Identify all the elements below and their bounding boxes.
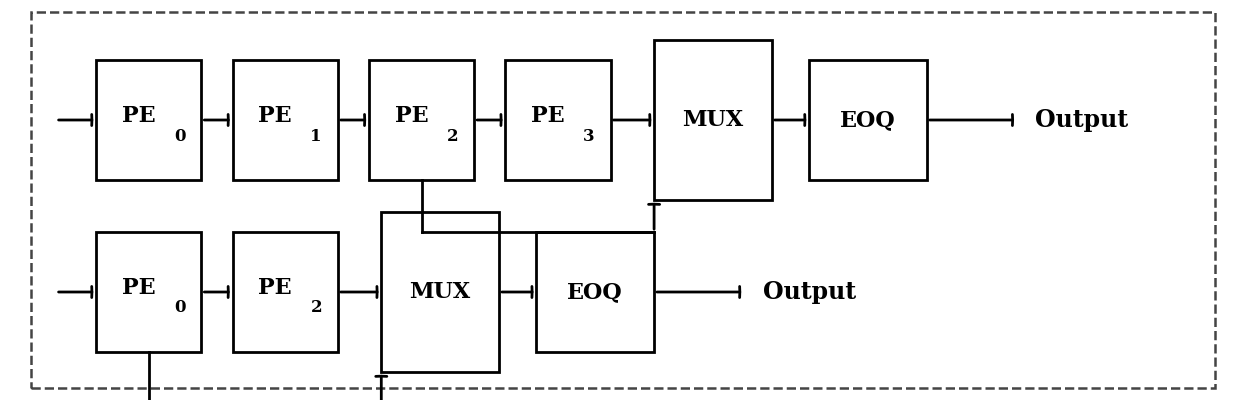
Bar	[233, 60, 337, 180]
Text: PE: PE	[122, 277, 156, 299]
Bar	[233, 232, 337, 352]
Text: 2: 2	[310, 300, 322, 316]
Text: EOQ: EOQ	[568, 281, 622, 303]
Text: Output: Output	[763, 280, 856, 304]
Text: 0: 0	[174, 128, 186, 144]
Bar	[655, 40, 771, 200]
Bar	[370, 60, 475, 180]
Bar	[506, 60, 611, 180]
Text: PE: PE	[394, 105, 429, 127]
Text: 1: 1	[310, 128, 322, 144]
Text: Output: Output	[1035, 108, 1128, 132]
Bar	[95, 232, 201, 352]
Text: EOQ: EOQ	[841, 109, 895, 131]
Text: PE: PE	[122, 105, 156, 127]
Text: PE: PE	[258, 105, 293, 127]
Text: 3: 3	[583, 128, 595, 144]
Bar	[95, 60, 201, 180]
Bar	[808, 60, 926, 180]
Bar	[382, 212, 498, 372]
Text: PE: PE	[531, 105, 565, 127]
Text: 2: 2	[446, 128, 459, 144]
Text: MUX: MUX	[409, 281, 471, 303]
Text: 0: 0	[174, 300, 186, 316]
Text: MUX: MUX	[682, 109, 744, 131]
Text: PE: PE	[258, 277, 293, 299]
Bar	[536, 232, 655, 352]
